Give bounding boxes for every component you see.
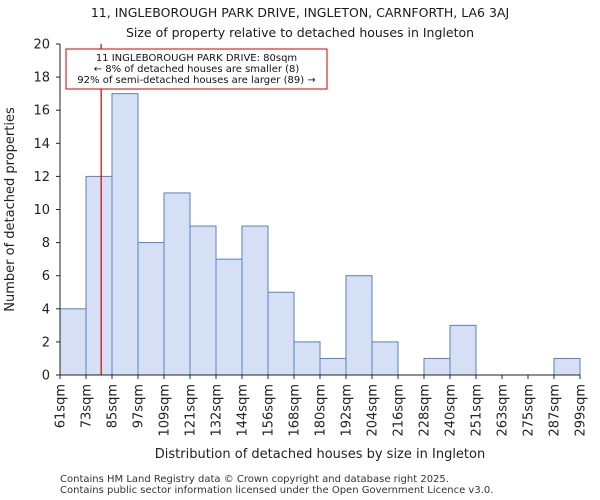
x-tick-label: 180sqm [314,384,329,437]
chart-subtitle: Size of property relative to detached ho… [125,25,475,40]
chart-title-block: 11, INGLEBOROUGH PARK DRIVE, INGLETON, C… [0,3,600,43]
x-tick-label: 168sqm [288,384,303,437]
x-ticks: 61sqm 73sqm 85sqm 97sqm 109sqm 121sqm 132sqm 14… [54,375,589,437]
x-tick-label: 109sqm [158,384,173,437]
bar-204sqm [371,341,399,376]
y-tick-label: 6 [42,269,50,284]
bar-228sqm [423,357,451,376]
bar-109sqm [163,192,191,376]
y-tick-label: 8 [42,236,50,251]
y-tick-label: 4 [42,302,50,317]
bar-132sqm [215,258,243,376]
x-tick-label: 216sqm [392,384,407,437]
bar-156sqm [267,291,295,376]
x-tick-label: 73sqm [80,384,95,428]
x-tick-label: 263sqm [496,384,511,437]
bar-85sqm [111,93,139,376]
chart-title: 11, INGLEBOROUGH PARK DRIVE, INGLETON, C… [90,5,510,20]
y-tick-label: 20 [33,38,50,53]
bar-180sqm [319,357,347,376]
x-tick-label: 275sqm [522,384,537,437]
x-tick-label: 121sqm [184,384,199,437]
x-tick-label: 156sqm [262,384,277,437]
y-tick-label: 18 [33,71,50,86]
x-tick-label: 192sqm [340,384,355,437]
x-tick-label: 228sqm [418,384,433,437]
y-tick-label: 16 [33,104,50,119]
x-tick-label: 144sqm [236,384,251,437]
annotation: 11 INGLEBOROUGH PARK DRIVE: 80sqm← 8% of… [65,48,328,90]
bar-97sqm [137,242,165,376]
y-ticks: 0 2 4 6 8 10 12 14 16 18 20 [33,38,60,384]
bar-61sqm [59,308,87,376]
bars [59,93,581,376]
x-tick-label: 204sqm [366,384,381,437]
footer: Contains HM Land Registry data © Crown c… [60,474,493,496]
annotation-line-1: 11 INGLEBOROUGH PARK DRIVE: 80sqm [96,53,297,64]
bar-168sqm [293,341,321,376]
bar-240sqm [449,324,477,376]
footer-line-1: Contains HM Land Registry data © Crown c… [60,474,449,485]
y-axis-label: Number of detached properties [3,107,18,312]
annotation-line-2: ← 8% of detached houses are smaller (8) [94,64,300,75]
annotation-box [65,48,328,90]
bar-73sqm [85,175,113,376]
x-axis-label: Distribution of detached houses by size … [155,447,485,462]
x-tick-label: 240sqm [444,384,459,437]
y-tick-label: 14 [33,137,50,152]
bar-287sqm [553,357,581,376]
bar-121sqm [189,225,217,376]
footer-line-2: Contains public sector information licen… [60,485,494,496]
y-tick-label: 10 [33,203,50,218]
bar-144sqm [241,225,269,376]
x-tick-label: 251sqm [470,384,485,437]
x-tick-label: 132sqm [210,384,225,437]
bar-192sqm [345,275,373,376]
annotation-line-3: 92% of semi-detached houses are larger (… [77,75,315,86]
x-tick-label: 61sqm [54,384,69,428]
x-tick-label: 85sqm [106,384,121,428]
x-tick-label: 287sqm [548,384,563,437]
y-tick-label: 12 [33,170,50,185]
x-tick-label: 97sqm [132,384,147,428]
x-tick-label: 299sqm [574,384,589,437]
y-tick-label: 2 [42,335,50,350]
y-tick-label: 0 [42,369,50,384]
